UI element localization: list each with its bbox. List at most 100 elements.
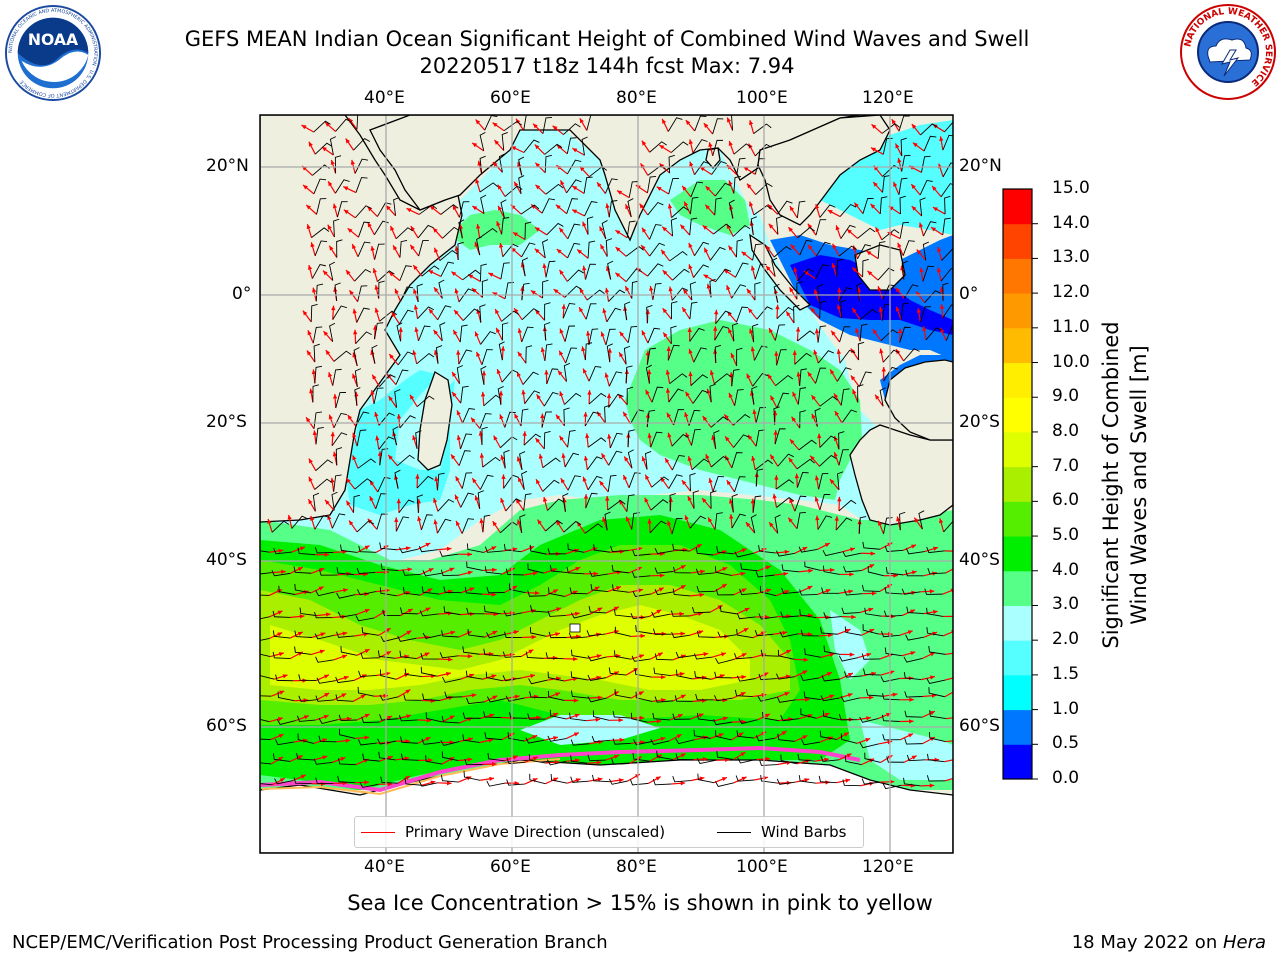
wave-arrow-head <box>475 119 481 125</box>
wave-arrow-head <box>623 411 628 417</box>
wind-barb <box>668 474 683 489</box>
wind-barb <box>466 543 484 553</box>
wave-arrow-head <box>428 758 433 763</box>
wind-barb <box>779 631 799 638</box>
wind-barb <box>329 136 337 156</box>
wind-barb <box>425 755 442 765</box>
wind-barb <box>837 471 844 490</box>
wind-barb <box>338 714 357 722</box>
wind-barb <box>439 250 458 262</box>
wind-barb <box>371 344 378 364</box>
wind-barb <box>500 262 510 280</box>
wind-barb <box>361 626 379 636</box>
wave-arrow-head <box>343 209 349 215</box>
wind-barb <box>612 738 631 745</box>
wave-arrow-head <box>833 452 838 458</box>
wave-arrow-head <box>559 328 564 334</box>
wave-arrow-head <box>702 225 708 230</box>
wave-arrow-head <box>826 672 832 677</box>
wind-barb <box>800 708 817 719</box>
wave-arrow-head <box>596 654 602 659</box>
wind-barb <box>880 329 899 342</box>
wind-barb <box>776 497 795 508</box>
wind-barb <box>898 115 910 132</box>
wind-barb <box>626 494 635 512</box>
wind-barb <box>606 307 622 323</box>
wind-barb <box>734 689 753 698</box>
wind-barb <box>418 325 431 342</box>
wave-arrow-head <box>311 369 317 375</box>
wind-barb <box>466 561 483 571</box>
wind-barb <box>799 239 813 256</box>
wave-arrow <box>943 631 953 637</box>
wave-arrow-head <box>492 631 498 635</box>
wave-arrow-head <box>717 605 723 610</box>
wind-barb <box>441 715 460 724</box>
wave-arrow-head <box>307 330 312 336</box>
wave-arrow-head <box>434 476 439 482</box>
wind-barb <box>403 694 422 701</box>
wind-barb <box>260 718 270 723</box>
wave-arrow-head <box>278 756 284 762</box>
wave-arrow-head <box>306 224 311 230</box>
wind-barb <box>399 239 408 258</box>
wave-arrow-head <box>770 454 775 460</box>
wind-barb <box>859 323 868 342</box>
colorbar-swatch <box>1003 709 1032 745</box>
wave-arrow-head <box>424 652 430 657</box>
wind-barb <box>675 651 695 659</box>
wind-barb <box>843 566 862 573</box>
wind-barb <box>780 754 797 765</box>
wind-barb <box>507 732 525 742</box>
wind-barb <box>567 475 581 491</box>
wind-barb <box>839 203 857 217</box>
wind-barb <box>736 675 756 682</box>
wind-barb <box>587 674 607 681</box>
wind-barb <box>647 165 666 176</box>
wind-barb <box>356 589 376 596</box>
wave-arrow-head <box>469 587 475 592</box>
wind-barb <box>612 711 631 719</box>
wave-arrow-head <box>347 414 353 420</box>
wave-arrow-head <box>453 329 458 335</box>
wind-barb <box>801 739 820 746</box>
wind-barb <box>926 627 944 637</box>
wind-barb <box>815 264 829 280</box>
wind-barb <box>314 478 333 490</box>
wind-barb <box>374 243 385 260</box>
wind-barb <box>503 120 523 132</box>
wind-barb <box>543 391 559 407</box>
wave-arrow-head <box>911 184 916 190</box>
wave-arrow-head <box>833 393 839 399</box>
wave-arrow-head <box>393 245 398 251</box>
wind-barb <box>710 455 729 468</box>
wave-arrow-head <box>425 607 431 612</box>
wind-barb <box>425 712 443 723</box>
wave-arrow-head <box>729 514 734 519</box>
wave-arrow-head <box>843 732 849 737</box>
wave-arrow-head <box>579 118 584 124</box>
wave-arrow-head <box>770 395 775 401</box>
wave-arrow-head <box>688 264 693 270</box>
wind-barb <box>530 605 548 613</box>
wind-barb <box>584 201 598 217</box>
wind-barb <box>444 691 463 698</box>
wind-barb <box>796 281 803 300</box>
wave-arrow-head <box>893 573 898 578</box>
wave-arrow-head <box>467 570 473 575</box>
wind-barb <box>819 395 838 407</box>
wave-arrow-head <box>277 632 283 637</box>
wind-barb <box>355 331 372 345</box>
wave-arrow-head <box>741 251 747 257</box>
wind-barb <box>631 655 651 662</box>
wave-arrow-head <box>306 417 311 423</box>
wave-arrow-head <box>328 181 333 187</box>
wind-barb <box>675 738 695 745</box>
wind-barb <box>858 371 872 387</box>
wind-barb <box>733 143 752 155</box>
wave-arrow-head <box>500 497 505 503</box>
wind-barb <box>462 712 481 719</box>
wave-arrow-head <box>346 270 351 275</box>
wave-arrow-head <box>835 225 840 231</box>
wave-arrow-head <box>592 547 598 552</box>
